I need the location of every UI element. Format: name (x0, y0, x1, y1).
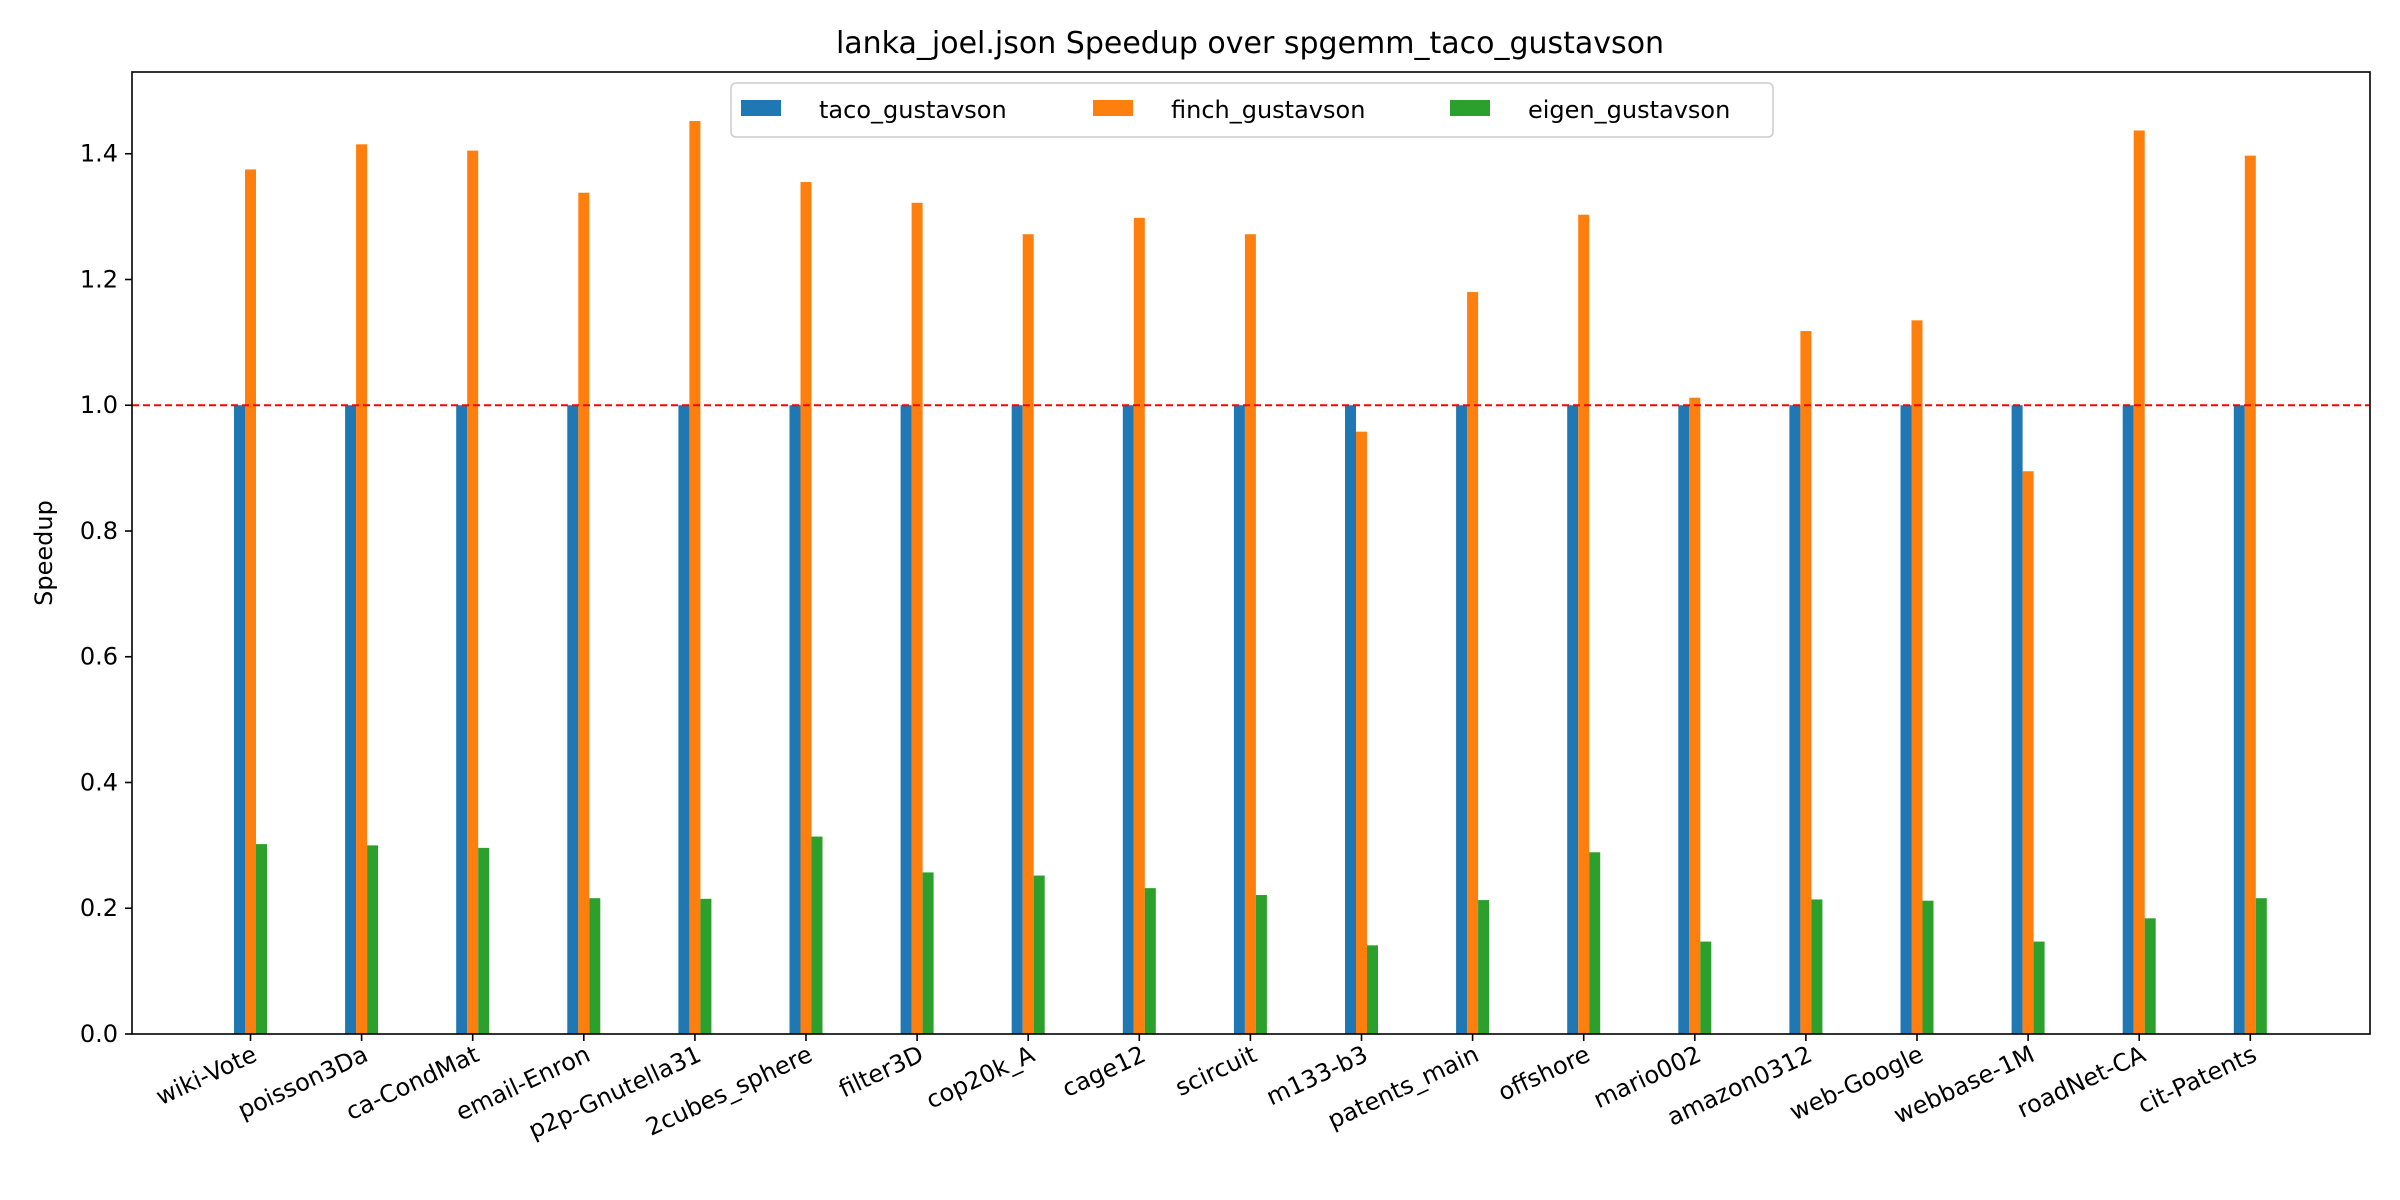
bar-finch_gustavson-mario002 (1689, 397, 1701, 1034)
bar-finch_gustavson-cop20k_A (1022, 234, 1034, 1034)
bar-taco_gustavson-2cubes_sphere (789, 405, 801, 1034)
bar-eigen_gustavson-2cubes_sphere (811, 836, 823, 1034)
bar-taco_gustavson-amazon0312 (1789, 405, 1801, 1034)
bar-finch_gustavson-amazon0312 (1800, 331, 1812, 1035)
bar-taco_gustavson-roadNet-CA (2122, 405, 2134, 1034)
bar-eigen_gustavson-filter3D (922, 872, 934, 1034)
bar-eigen_gustavson-offshore (1589, 852, 1601, 1034)
y-tick-label: 1.0 (80, 391, 118, 419)
bar-taco_gustavson-cit-Patents (2233, 405, 2245, 1034)
bar-eigen_gustavson-roadNet-CA (2144, 918, 2156, 1034)
x-tick-label: cage12 (1058, 1040, 1150, 1103)
legend-box (730, 82, 1774, 138)
x-tick-label: roadNet-CA (2013, 1040, 2150, 1124)
bar-taco_gustavson-p2p-Gnutella31 (678, 405, 690, 1034)
bar-taco_gustavson-patents_main (1456, 405, 1468, 1034)
x-tick-label: cop20k_A (922, 1040, 1039, 1115)
bar-finch_gustavson-poisson3Da (356, 144, 368, 1034)
bar-eigen_gustavson-scircuit (1255, 895, 1267, 1034)
bar-eigen_gustavson-cit-Patents (2255, 898, 2267, 1034)
y-tick-label: 0.8 (80, 517, 118, 545)
bar-taco_gustavson-webbase-1M (2011, 405, 2023, 1034)
x-tick-label: scircuit (1171, 1040, 1261, 1102)
bar-eigen_gustavson-poisson3Da (367, 845, 379, 1034)
x-tick-label: filter3D (835, 1040, 928, 1103)
bar-finch_gustavson-m133-b3 (1356, 431, 1367, 1034)
bar-finch_gustavson-web-Google (1911, 320, 1923, 1034)
y-tick-label: 0.0 (80, 1020, 118, 1048)
legend-swatch-taco_gustavson (741, 100, 781, 116)
y-tick-label: 1.4 (80, 140, 118, 168)
x-axis: wiki-Votepoisson3Daca-CondMatemail-Enron… (152, 1034, 2261, 1144)
bar-eigen_gustavson-mario002 (1700, 941, 1712, 1034)
bar-finch_gustavson-email-Enron (578, 192, 590, 1035)
bar-finch_gustavson-webbase-1M (2022, 471, 2034, 1034)
plot-frame (131, 71, 2371, 1035)
bar-eigen_gustavson-wiki-Vote (256, 844, 267, 1034)
y-axis-label: Speedup (30, 500, 58, 606)
bar-eigen_gustavson-m133-b3 (1367, 945, 1378, 1034)
bar-taco_gustavson-scircuit (1233, 405, 1245, 1034)
bar-eigen_gustavson-cage12 (1144, 888, 1156, 1034)
bar-eigen_gustavson-cop20k_A (1033, 875, 1045, 1034)
bar-eigen_gustavson-p2p-Gnutella31 (700, 898, 712, 1034)
bar-finch_gustavson-scircuit (1244, 234, 1256, 1034)
bar-taco_gustavson-poisson3Da (345, 405, 357, 1034)
legend-label-taco_gustavson: taco_gustavson (819, 96, 1007, 124)
bar-taco_gustavson-offshore (1567, 405, 1579, 1034)
x-tick-label: offshore (1494, 1040, 1594, 1107)
bar-finch_gustavson-cit-Patents (2244, 155, 2256, 1035)
bar-finch_gustavson-patents_main (1467, 292, 1479, 1034)
bar-eigen_gustavson-web-Google (1922, 900, 1934, 1034)
y-tick-label: 0.2 (80, 894, 118, 922)
bar-taco_gustavson-ca-CondMat (456, 405, 468, 1034)
bar-eigen_gustavson-patents_main (1478, 900, 1490, 1034)
bar-eigen_gustavson-amazon0312 (1811, 899, 1823, 1034)
bar-taco_gustavson-wiki-Vote (234, 405, 245, 1034)
bar-taco_gustavson-email-Enron (567, 405, 579, 1034)
chart-title: lanka_joel.json Speedup over spgemm_taco… (836, 26, 1664, 61)
bar-finch_gustavson-roadNet-CA (2133, 130, 2145, 1035)
bar-finch_gustavson-2cubes_sphere (800, 182, 812, 1034)
bar-taco_gustavson-m133-b3 (1345, 405, 1356, 1034)
bar-taco_gustavson-web-Google (1900, 405, 1912, 1034)
bar-finch_gustavson-filter3D (911, 202, 923, 1035)
bar-finch_gustavson-cage12 (1133, 217, 1145, 1035)
legend-label-eigen_gustavson: eigen_gustavson (1528, 96, 1730, 124)
legend-swatch-finch_gustavson (1093, 100, 1133, 116)
bar-finch_gustavson-wiki-Vote (245, 169, 256, 1034)
legend-swatch-eigen_gustavson (1450, 100, 1490, 116)
y-tick-label: 0.6 (80, 643, 118, 671)
bars-layer (234, 121, 2267, 1035)
bar-finch_gustavson-ca-CondMat (467, 150, 479, 1034)
bar-finch_gustavson-p2p-Gnutella31 (689, 121, 701, 1034)
bar-finch_gustavson-offshore (1578, 214, 1590, 1035)
bar-taco_gustavson-filter3D (900, 405, 912, 1034)
y-axis: 0.0 0.2 0.4 0.6 0.8 1.0 1.2 1.4 (80, 140, 132, 1048)
bar-eigen_gustavson-ca-CondMat (478, 847, 490, 1034)
bar-eigen_gustavson-email-Enron (589, 898, 601, 1034)
y-tick-label: 1.2 (80, 265, 118, 293)
bar-taco_gustavson-cage12 (1122, 405, 1134, 1034)
legend: taco_gustavson finch_gustavson eigen_gusta… (730, 82, 1774, 138)
bar-taco_gustavson-mario002 (1678, 405, 1690, 1034)
y-tick-label: 0.4 (80, 768, 118, 796)
bar-eigen_gustavson-webbase-1M (2033, 941, 2045, 1034)
bar-taco_gustavson-cop20k_A (1011, 405, 1023, 1034)
legend-label-finch_gustavson: finch_gustavson (1171, 96, 1365, 124)
x-tick-label: cit-Patents (2134, 1040, 2261, 1119)
